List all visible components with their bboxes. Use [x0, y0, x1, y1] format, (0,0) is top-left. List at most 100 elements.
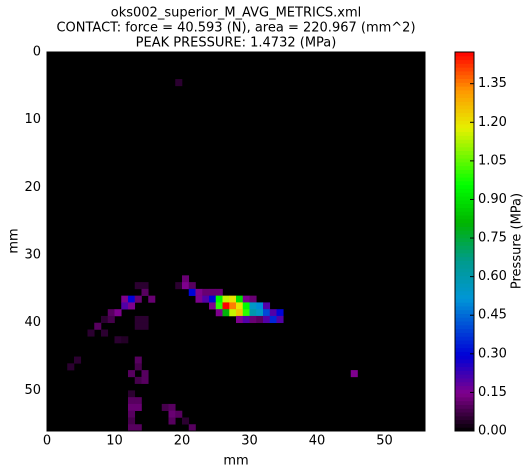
colorbar-segment — [455, 355, 474, 360]
colorbar-segment — [455, 67, 474, 72]
colorbar-segment — [455, 286, 474, 292]
colorbar-segment — [455, 317, 474, 322]
heat-cell — [121, 336, 129, 344]
heat-cell — [350, 370, 358, 378]
heat-cell — [101, 329, 109, 337]
y-tick-label: 30 — [24, 248, 41, 263]
colorbar-segment — [455, 158, 474, 163]
chart-title: PEAK PRESSURE: 1.4732 (MPa) — [136, 36, 337, 51]
colorbar-segment — [455, 165, 474, 170]
colorbar-tick-label: 0.90 — [478, 192, 507, 207]
chart-title: CONTACT: force = 40.593 (N), area = 220.… — [56, 21, 415, 36]
heat-cell — [242, 302, 250, 310]
colorbar-segment — [455, 108, 474, 114]
colorbar-segment — [455, 59, 474, 64]
heat-cell — [249, 302, 257, 310]
heat-cell — [242, 295, 250, 303]
heat-cell — [215, 309, 223, 317]
heat-cell — [276, 315, 284, 324]
colorbar-segment — [455, 101, 474, 106]
heat-cell — [229, 295, 237, 303]
colorbar-segment — [455, 324, 474, 330]
colorbar-segment — [455, 86, 474, 91]
heat-cell — [134, 363, 142, 371]
colorbar-segment — [455, 93, 474, 98]
heat-cell — [209, 295, 217, 303]
heat-cell — [188, 424, 196, 432]
colorbar-segment — [455, 252, 474, 258]
colorbar-segment — [455, 343, 474, 349]
colorbar-segment — [455, 415, 474, 421]
heat-cell — [107, 315, 115, 324]
heat-cell — [128, 370, 136, 378]
colorbar-segment — [455, 393, 474, 398]
colorbar-segment — [455, 131, 474, 136]
x-tick-label: 10 — [106, 434, 123, 449]
heat-cell — [236, 295, 244, 303]
colorbar-segment — [455, 245, 474, 250]
heat-cell — [256, 302, 264, 310]
heat-cell — [134, 376, 142, 384]
colorbar-tick-label: 0.75 — [478, 231, 507, 246]
heat-cell — [188, 288, 196, 296]
colorbar-tick-label: 0.00 — [478, 424, 507, 439]
heat-cell — [182, 282, 190, 290]
y-axis-label: mm — [7, 228, 22, 253]
y-tick-label: 40 — [24, 315, 41, 330]
colorbar-segment — [455, 264, 474, 269]
colorbar-segment — [455, 294, 474, 299]
colorbar-segment — [455, 78, 474, 83]
heat-cell — [67, 363, 75, 371]
x-axis-label: mm — [223, 454, 248, 469]
heat-cell — [202, 288, 210, 296]
heat-cell — [202, 295, 210, 303]
heat-cell — [134, 424, 142, 432]
colorbar-frame — [454, 51, 475, 432]
colorbar-segment — [455, 188, 474, 193]
colorbar-segment — [455, 146, 474, 152]
colorbar-tick-label: 1.05 — [478, 153, 507, 168]
colorbar-segment — [455, 336, 474, 341]
colorbar-segment — [455, 154, 474, 159]
heat-cell — [128, 417, 136, 425]
heat-cell — [182, 275, 190, 283]
colorbar-segment — [455, 283, 474, 288]
heat-cell — [195, 288, 203, 296]
heat-cell — [242, 309, 250, 317]
plot-background — [47, 52, 425, 431]
heat-cell — [134, 295, 142, 303]
heat-cell — [128, 390, 136, 398]
colorbar-segment — [455, 396, 474, 402]
heat-cell — [222, 309, 230, 317]
heat-cell — [188, 282, 196, 290]
chart-title: oks002_superior_M_AVG_METRICS.xml — [111, 6, 362, 21]
heat-cell — [148, 295, 156, 303]
heat-cell — [263, 302, 271, 310]
colorbar-segment — [455, 55, 474, 61]
colorbar-segment — [455, 271, 474, 277]
colorbar-segment — [455, 207, 474, 212]
y-tick-label: 50 — [24, 383, 41, 398]
x-tick-label: 50 — [376, 434, 393, 449]
colorbar-segment — [455, 279, 474, 284]
colorbar-segment — [455, 340, 474, 345]
colorbar-segment — [455, 74, 474, 80]
heat-cell — [121, 295, 129, 303]
colorbar-segment — [455, 63, 474, 68]
heat-cell — [128, 397, 136, 405]
colorbar-segment — [455, 377, 474, 383]
heat-cell — [249, 295, 257, 303]
heat-cell — [87, 329, 95, 337]
colorbar-label: Pressure (MPa) — [510, 193, 525, 289]
heat-cell — [114, 309, 122, 317]
colorbar-segment — [455, 358, 474, 364]
heat-cell — [215, 288, 223, 296]
colorbar-segment — [455, 374, 474, 379]
colorbar-segment — [455, 97, 474, 102]
heat-cell — [249, 309, 257, 317]
heat-cell — [256, 315, 264, 324]
plot-frame — [46, 51, 426, 432]
colorbar-segment — [455, 302, 474, 307]
colorbar-segment — [455, 332, 474, 337]
colorbar-segment — [455, 256, 474, 261]
